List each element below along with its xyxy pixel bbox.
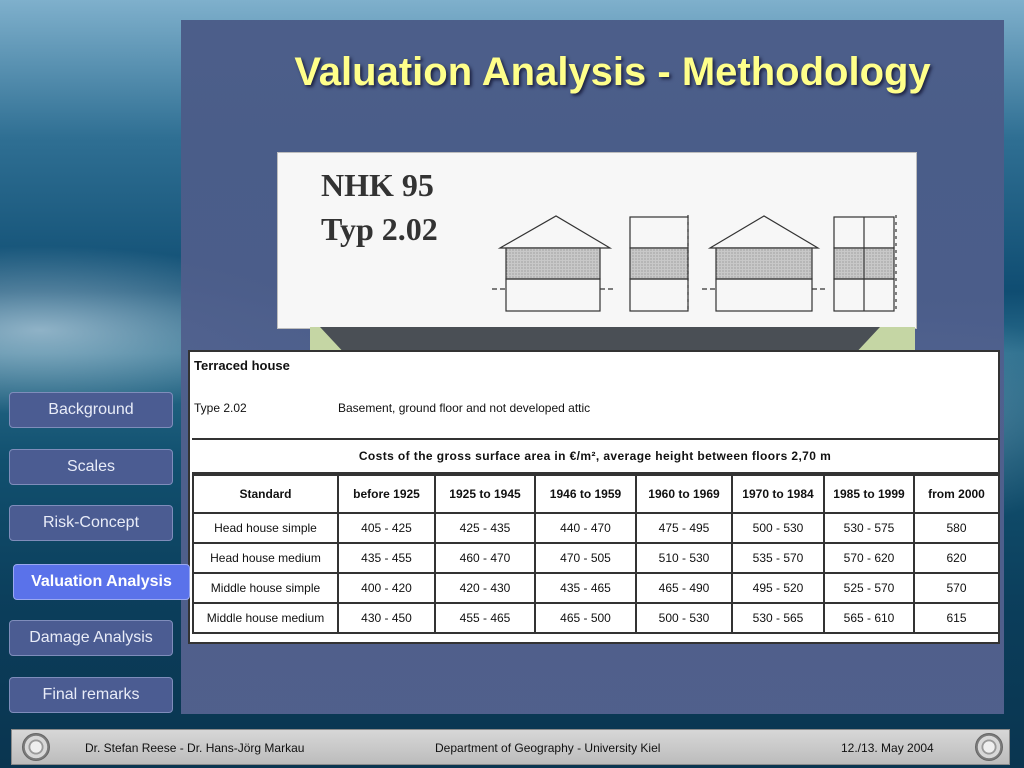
house-section-drawings [492, 215, 897, 313]
column-header: Standard [192, 474, 339, 514]
nav-button-risk-concept[interactable]: Risk-Concept [9, 505, 173, 541]
house-section-2 [833, 215, 897, 313]
header-row: Standard before 1925 1925 to 1945 1946 to 1… [192, 474, 1000, 514]
table-cell: 470 - 505 [534, 542, 637, 574]
nhk-diagram: NHK 95 Typ 2.02 [277, 152, 917, 329]
table-cell: 530 - 565 [731, 602, 825, 634]
table-row: Middle house medium 430 - 450 455 - 465 465… [192, 602, 1000, 634]
house-section-1 [629, 215, 689, 313]
table-cell: Middle house simple [192, 572, 339, 604]
nav-button-final-remarks[interactable]: Final remarks [9, 677, 173, 713]
table-cell: 510 - 530 [635, 542, 733, 574]
house-type-label: Terraced house [194, 358, 290, 373]
table-cell: Head house medium [192, 542, 339, 574]
table-cell: 435 - 455 [337, 542, 436, 574]
nav-button-valuation-analysis[interactable]: Valuation Analysis [13, 564, 190, 600]
table-row: Middle house simple 400 - 420 420 - 430 435… [192, 572, 1000, 604]
diagram-base-strip [310, 327, 915, 351]
table-cell: 570 - 620 [823, 542, 915, 574]
institute-seal-icon [975, 733, 1003, 761]
type-description: Basement, ground floor and not developed… [338, 401, 591, 415]
house-elevation-2 [702, 215, 826, 312]
type-code: Type 2.02 [194, 401, 247, 415]
table-cell: 440 - 470 [534, 512, 637, 544]
table-cell: 465 - 500 [534, 602, 637, 634]
table-cell: 495 - 520 [731, 572, 825, 604]
cost-table: Terraced house Type 2.02 Basement, groun… [188, 350, 1000, 644]
nav-button-scales[interactable]: Scales [9, 449, 173, 485]
table-cell: 475 - 495 [635, 512, 733, 544]
table-cell: 435 - 465 [534, 572, 637, 604]
table-cell: 425 - 435 [434, 512, 536, 544]
table-cell: 565 - 610 [823, 602, 915, 634]
table-row: Head house medium 435 - 455 460 - 470 470 -… [192, 542, 1000, 574]
column-header: 1960 to 1969 [635, 474, 733, 514]
table-cell: 570 [913, 572, 1000, 604]
table-cell: 400 - 420 [337, 572, 436, 604]
column-header: before 1925 [337, 474, 436, 514]
footer-date: 12./13. May 2004 [841, 741, 934, 755]
table-cell: Middle house medium [192, 602, 339, 634]
table-cell: 455 - 465 [434, 602, 536, 634]
diagram-title-line1: NHK 95 [321, 167, 434, 203]
footer-bar: Dr. Stefan Reese - Dr. Hans-Jörg Markau … [11, 729, 1010, 765]
column-header: 1946 to 1959 [534, 474, 637, 514]
costs-heading: Costs of the gross surface area in €/m²,… [192, 438, 998, 474]
table-cell: 500 - 530 [731, 512, 825, 544]
column-header: 1985 to 1999 [823, 474, 915, 514]
nav-button-damage-analysis[interactable]: Damage Analysis [9, 620, 173, 656]
table-cell: 620 [913, 542, 1000, 574]
column-header: 1970 to 1984 [731, 474, 825, 514]
diagram-title-line2: Typ 2.02 [321, 211, 438, 247]
table-cell: 460 - 470 [434, 542, 536, 574]
nav-button-background[interactable]: Background [9, 392, 173, 428]
slide-title: Valuation Analysis - Methodology [294, 50, 931, 94]
table-cell: 530 - 575 [823, 512, 915, 544]
table-cell: 535 - 570 [731, 542, 825, 574]
table-cell: 420 - 430 [434, 572, 536, 604]
table-cell: 615 [913, 602, 1000, 634]
table-cell: 580 [913, 512, 1000, 544]
table-cell: Head house simple [192, 512, 339, 544]
column-header: from 2000 [913, 474, 1000, 514]
university-seal-icon [22, 733, 50, 761]
table-cell: 465 - 490 [635, 572, 733, 604]
table-cell: 500 - 530 [635, 602, 733, 634]
cost-grid: Standard before 1925 1925 to 1945 1946 to 1… [192, 474, 1000, 634]
table-cell: 525 - 570 [823, 572, 915, 604]
table-row: Head house simple 405 - 425 425 - 435 440 -… [192, 512, 1000, 544]
table-cell: 430 - 450 [337, 602, 436, 634]
house-elevation-1 [492, 215, 614, 312]
footer-department: Department of Geography - University Kie… [435, 741, 661, 755]
column-header: 1925 to 1945 [434, 474, 536, 514]
footer-authors: Dr. Stefan Reese - Dr. Hans-Jörg Markau [85, 741, 305, 755]
table-cell: 405 - 425 [337, 512, 436, 544]
